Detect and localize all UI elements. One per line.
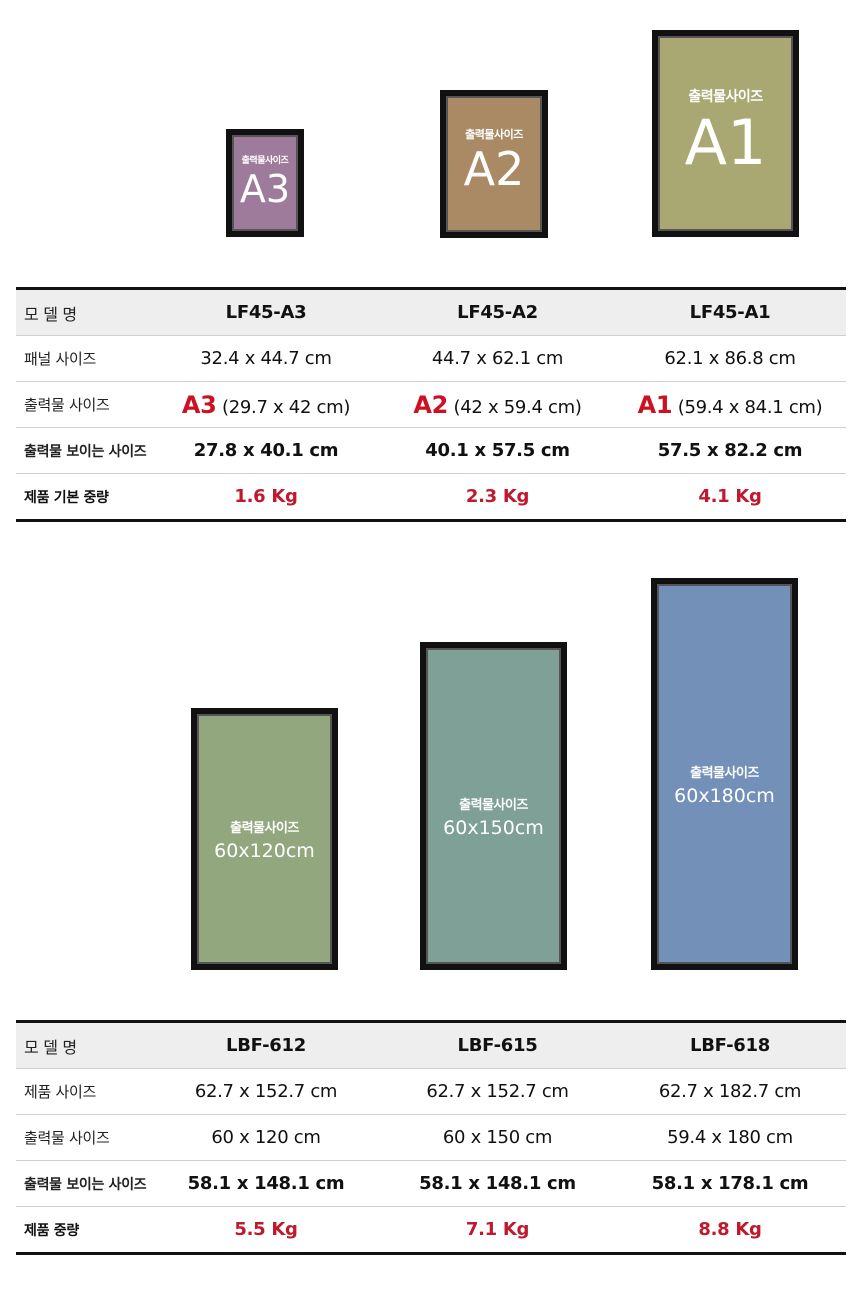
- print-size: A3: [239, 166, 291, 211]
- cell: 40.1 x 57.5 cm: [381, 427, 614, 474]
- print-size: 60x120cm: [214, 840, 315, 862]
- table-row: 출력물 보이는 사이즈 58.1 x 148.1 cm 58.1 x 148.1…: [16, 1160, 846, 1207]
- cell: A1 (59.4 x 84.1 cm): [614, 381, 846, 428]
- row-label: 출력물 보이는 사이즈: [16, 427, 151, 474]
- table-row: 출력물 사이즈 A3 (29.7 x 42 cm) A2 (42 x 59.4 …: [16, 381, 846, 428]
- table-row: 제품 기본 중량 1.6 Kg 2.3 Kg 4.1 Kg: [16, 473, 846, 522]
- paper-code: A1: [637, 390, 673, 419]
- table-top-rule: [16, 287, 846, 290]
- print-area-60x180: 출력물사이즈 60x180cm: [657, 584, 792, 964]
- model-name: LF45-A1: [614, 290, 846, 336]
- cell: 2.3 Kg: [381, 473, 614, 522]
- paper-dims: (42 x 59.4 cm): [453, 396, 582, 418]
- print-caption: 출력물사이즈: [465, 128, 523, 141]
- spec-table-lf45: 모 델 명 LF45-A3 LF45-A2 LF45-A1 패널 사이즈 32.…: [16, 290, 846, 522]
- cell: 32.4 x 44.7 cm: [151, 335, 381, 382]
- row-label: 모 델 명: [16, 1023, 151, 1069]
- print-caption: 출력물사이즈: [688, 89, 763, 105]
- table-row: 모 델 명 LBF-612 LBF-615 LBF-618: [16, 1023, 846, 1069]
- cell: 62.7 x 152.7 cm: [381, 1068, 614, 1115]
- frame-a2: 출력물사이즈 A2: [440, 90, 548, 238]
- cell: A2 (42 x 59.4 cm): [381, 381, 614, 428]
- model-name: LBF-612: [151, 1023, 381, 1069]
- table-row: 제품 사이즈 62.7 x 152.7 cm 62.7 x 152.7 cm 6…: [16, 1068, 846, 1115]
- cell: 60 x 150 cm: [381, 1114, 614, 1161]
- cell: 44.7 x 62.1 cm: [381, 335, 614, 382]
- print-area-a1: 출력물사이즈 A1: [658, 36, 793, 231]
- table-top-rule: [16, 1020, 846, 1023]
- spec-table-lbf: 모 델 명 LBF-612 LBF-615 LBF-618 제품 사이즈 62.…: [16, 1023, 846, 1255]
- print-size: 60x150cm: [443, 817, 544, 839]
- row-label: 패널 사이즈: [16, 335, 151, 382]
- cell: 5.5 Kg: [151, 1206, 381, 1255]
- model-name: LF45-A2: [381, 290, 614, 336]
- cell: 62.7 x 152.7 cm: [151, 1068, 381, 1115]
- cell: 62.1 x 86.8 cm: [614, 335, 846, 382]
- cell: 59.4 x 180 cm: [614, 1114, 846, 1161]
- print-caption: 출력물사이즈: [230, 821, 299, 836]
- cell: 58.1 x 148.1 cm: [381, 1160, 614, 1207]
- print-area-60x120: 출력물사이즈 60x120cm: [197, 714, 332, 964]
- paper-dims: (59.4 x 84.1 cm): [677, 396, 823, 418]
- frame-60x180: 출력물사이즈 60x180cm: [651, 578, 798, 970]
- frame-a3: 출력물사이즈 A3: [226, 129, 304, 237]
- row-label: 출력물 보이는 사이즈: [16, 1160, 151, 1207]
- cell: 8.8 Kg: [614, 1206, 846, 1255]
- table-row: 출력물 보이는 사이즈 27.8 x 40.1 cm 40.1 x 57.5 c…: [16, 427, 846, 474]
- print-caption: 출력물사이즈: [690, 766, 759, 781]
- cell: 58.1 x 148.1 cm: [151, 1160, 381, 1207]
- model-name: LBF-618: [614, 1023, 846, 1069]
- row-label: 출력물 사이즈: [16, 381, 151, 428]
- row-label: 출력물 사이즈: [16, 1114, 151, 1161]
- table-row: 출력물 사이즈 60 x 120 cm 60 x 150 cm 59.4 x 1…: [16, 1114, 846, 1161]
- paper-dims: (29.7 x 42 cm): [222, 396, 351, 418]
- cell: 27.8 x 40.1 cm: [151, 427, 381, 474]
- print-area-60x150: 출력물사이즈 60x150cm: [426, 648, 561, 964]
- model-name: LBF-615: [381, 1023, 614, 1069]
- paper-code: A3: [181, 390, 217, 419]
- table-row: 패널 사이즈 32.4 x 44.7 cm 44.7 x 62.1 cm 62.…: [16, 335, 846, 382]
- model-name: LF45-A3: [151, 290, 381, 336]
- print-size: A1: [684, 106, 767, 179]
- frame-60x150: 출력물사이즈 60x150cm: [420, 642, 567, 970]
- table-row: 제품 중량 5.5 Kg 7.1 Kg 8.8 Kg: [16, 1206, 846, 1255]
- print-size: 60x180cm: [674, 785, 775, 807]
- cell: 7.1 Kg: [381, 1206, 614, 1255]
- cell: 58.1 x 178.1 cm: [614, 1160, 846, 1207]
- frame-a1: 출력물사이즈 A1: [652, 30, 799, 237]
- row-label: 제품 중량: [16, 1206, 151, 1255]
- frame-60x120: 출력물사이즈 60x120cm: [191, 708, 338, 970]
- cell: 4.1 Kg: [614, 473, 846, 522]
- print-caption: 출력물사이즈: [459, 798, 528, 813]
- print-caption: 출력물사이즈: [241, 155, 289, 166]
- row-label: 모 델 명: [16, 290, 151, 336]
- row-label: 제품 기본 중량: [16, 473, 151, 522]
- print-area-a3: 출력물사이즈 A3: [232, 135, 298, 231]
- table-row: 모 델 명 LF45-A3 LF45-A2 LF45-A1: [16, 290, 846, 336]
- cell: 57.5 x 82.2 cm: [614, 427, 846, 474]
- paper-code: A2: [413, 390, 449, 419]
- cell: 1.6 Kg: [151, 473, 381, 522]
- cell: 60 x 120 cm: [151, 1114, 381, 1161]
- cell: 62.7 x 182.7 cm: [614, 1068, 846, 1115]
- print-size: A2: [463, 142, 525, 196]
- row-label: 제품 사이즈: [16, 1068, 151, 1115]
- print-area-a2: 출력물사이즈 A2: [446, 96, 542, 232]
- cell: A3 (29.7 x 42 cm): [151, 381, 381, 428]
